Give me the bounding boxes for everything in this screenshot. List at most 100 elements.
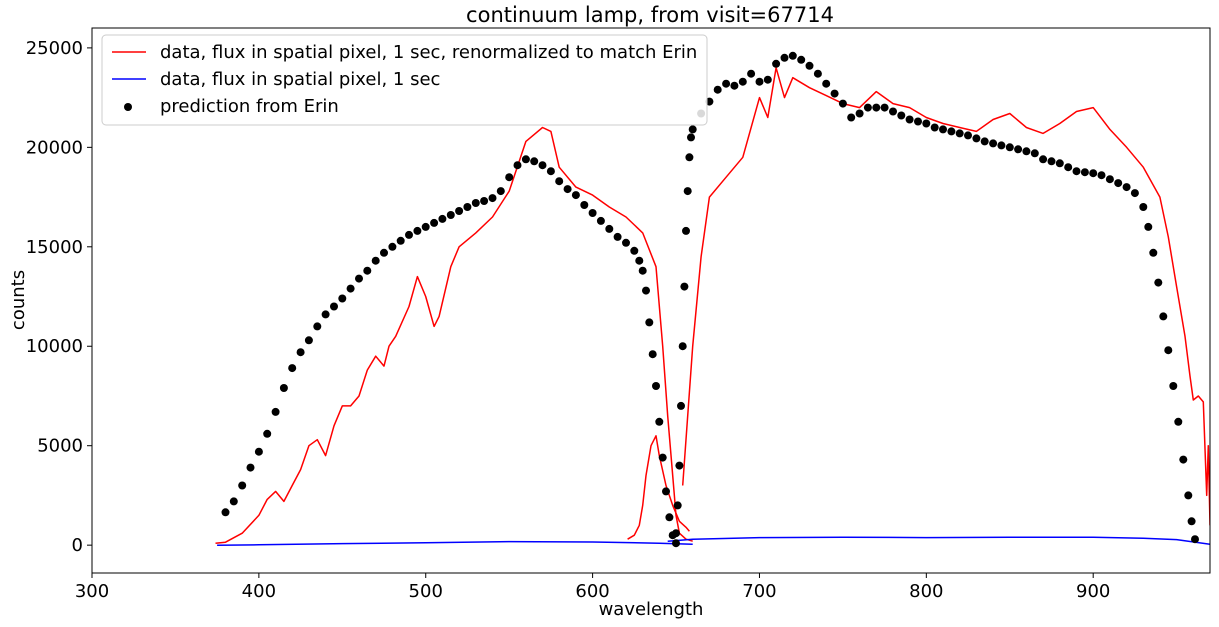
series-2-point [263,429,272,438]
series-2-point [288,364,297,373]
series-2-point [947,127,956,136]
series-2-point [662,487,670,496]
series-2-point [972,134,981,143]
series-2-point [1114,179,1123,188]
series-2-point [221,508,230,517]
series-2-point [688,125,697,134]
series-2-point [747,69,756,78]
series-2-point [658,453,667,462]
series-2-point [296,348,305,357]
series-2-point [346,284,355,293]
series-2-point [872,103,881,112]
x-tick-label: 500 [409,581,443,602]
series-2-point [1144,222,1153,231]
series-2-point [1064,163,1073,172]
x-tick-label: 700 [742,581,776,602]
series-2-point [471,199,480,207]
series-0-line-segment [681,67,1210,526]
series-2-point [838,99,847,108]
series-2-point [1005,143,1014,152]
series-2-point [713,85,722,94]
series-2-point [645,318,654,327]
series-2-point [652,382,660,390]
series-2-point [246,463,255,472]
series-2-point [997,141,1006,150]
series-2-point [665,513,674,522]
series-2-point [229,497,238,506]
series-2-point [538,161,547,170]
series-2-point [1187,517,1196,526]
y-tick-label: 15000 [26,237,83,258]
series-2-point [1179,455,1188,464]
series-2-point [797,55,806,64]
series-2-point [438,214,447,223]
series-2-point [1149,248,1158,257]
series-2-point [555,177,564,186]
series-2-point [1089,169,1098,178]
series-2-point [955,129,964,138]
series-2-point [655,417,664,426]
series-2-point [254,447,263,456]
series-2-point [580,201,589,209]
series-2-point [855,109,864,118]
y-tick-label: 25000 [26,38,83,59]
series-2-point [830,89,839,98]
series-2-point [722,79,731,88]
series-2-point [338,294,347,303]
series-2-point [271,407,280,416]
y-tick-label: 0 [72,535,83,556]
series-2-point [630,246,639,255]
y-tick-label: 10000 [26,336,83,357]
series-2-point [321,310,330,319]
series-2-point [788,51,797,60]
series-2-point [563,185,572,194]
series-2-point [455,207,464,215]
series-2-point [371,256,380,265]
series-2-point [672,539,680,548]
series-2-point [1055,159,1064,168]
series-0-line-segment [215,126,693,544]
y-tick-label: 20000 [26,137,83,158]
series-2-point [822,79,831,88]
series-2-point [880,103,889,112]
series-2-point [683,187,692,196]
series-2-point [772,59,781,68]
series-2-point [964,131,972,140]
series-2-point [1154,278,1163,287]
series-2-point [1122,183,1131,192]
series-2-point [682,226,690,235]
series-2-point [405,230,413,239]
legend-marker-swatch [124,103,132,111]
series-2-point [1139,203,1148,211]
series-2-point [738,77,747,86]
legend-label: prediction from Erin [160,96,339,117]
series-2-point [638,266,647,275]
series-2-point [1030,149,1039,158]
series-2-point [980,137,989,146]
series-2-point [1047,157,1056,166]
x-axis: 300 400 500 600 700 800 900 [75,573,1110,602]
chart-title: continuum lamp, from visit=67714 [466,3,834,27]
series-2-point [480,197,489,205]
series-2-point [330,302,338,311]
series-2-point [513,161,522,170]
series-2-point [446,211,455,219]
series-2-point [648,350,657,359]
series-2-point [1014,145,1023,154]
series-2-point [546,167,555,176]
series-2-point [847,113,856,122]
series-2-point [396,236,405,245]
series-2-point [413,226,422,235]
x-tick-label: 600 [575,581,609,602]
y-tick-label: 5000 [37,436,83,457]
series-2-point [1022,147,1031,156]
series-2-point [1072,167,1081,176]
series-2-point [914,117,922,126]
series-2-point [596,216,605,225]
legend-label: data, flux in spatial pixel, 1 sec, reno… [160,42,697,63]
series-2-point [813,69,822,78]
series-2-point [1174,417,1183,426]
series-2-point [680,282,689,291]
series-2-point [675,461,684,470]
